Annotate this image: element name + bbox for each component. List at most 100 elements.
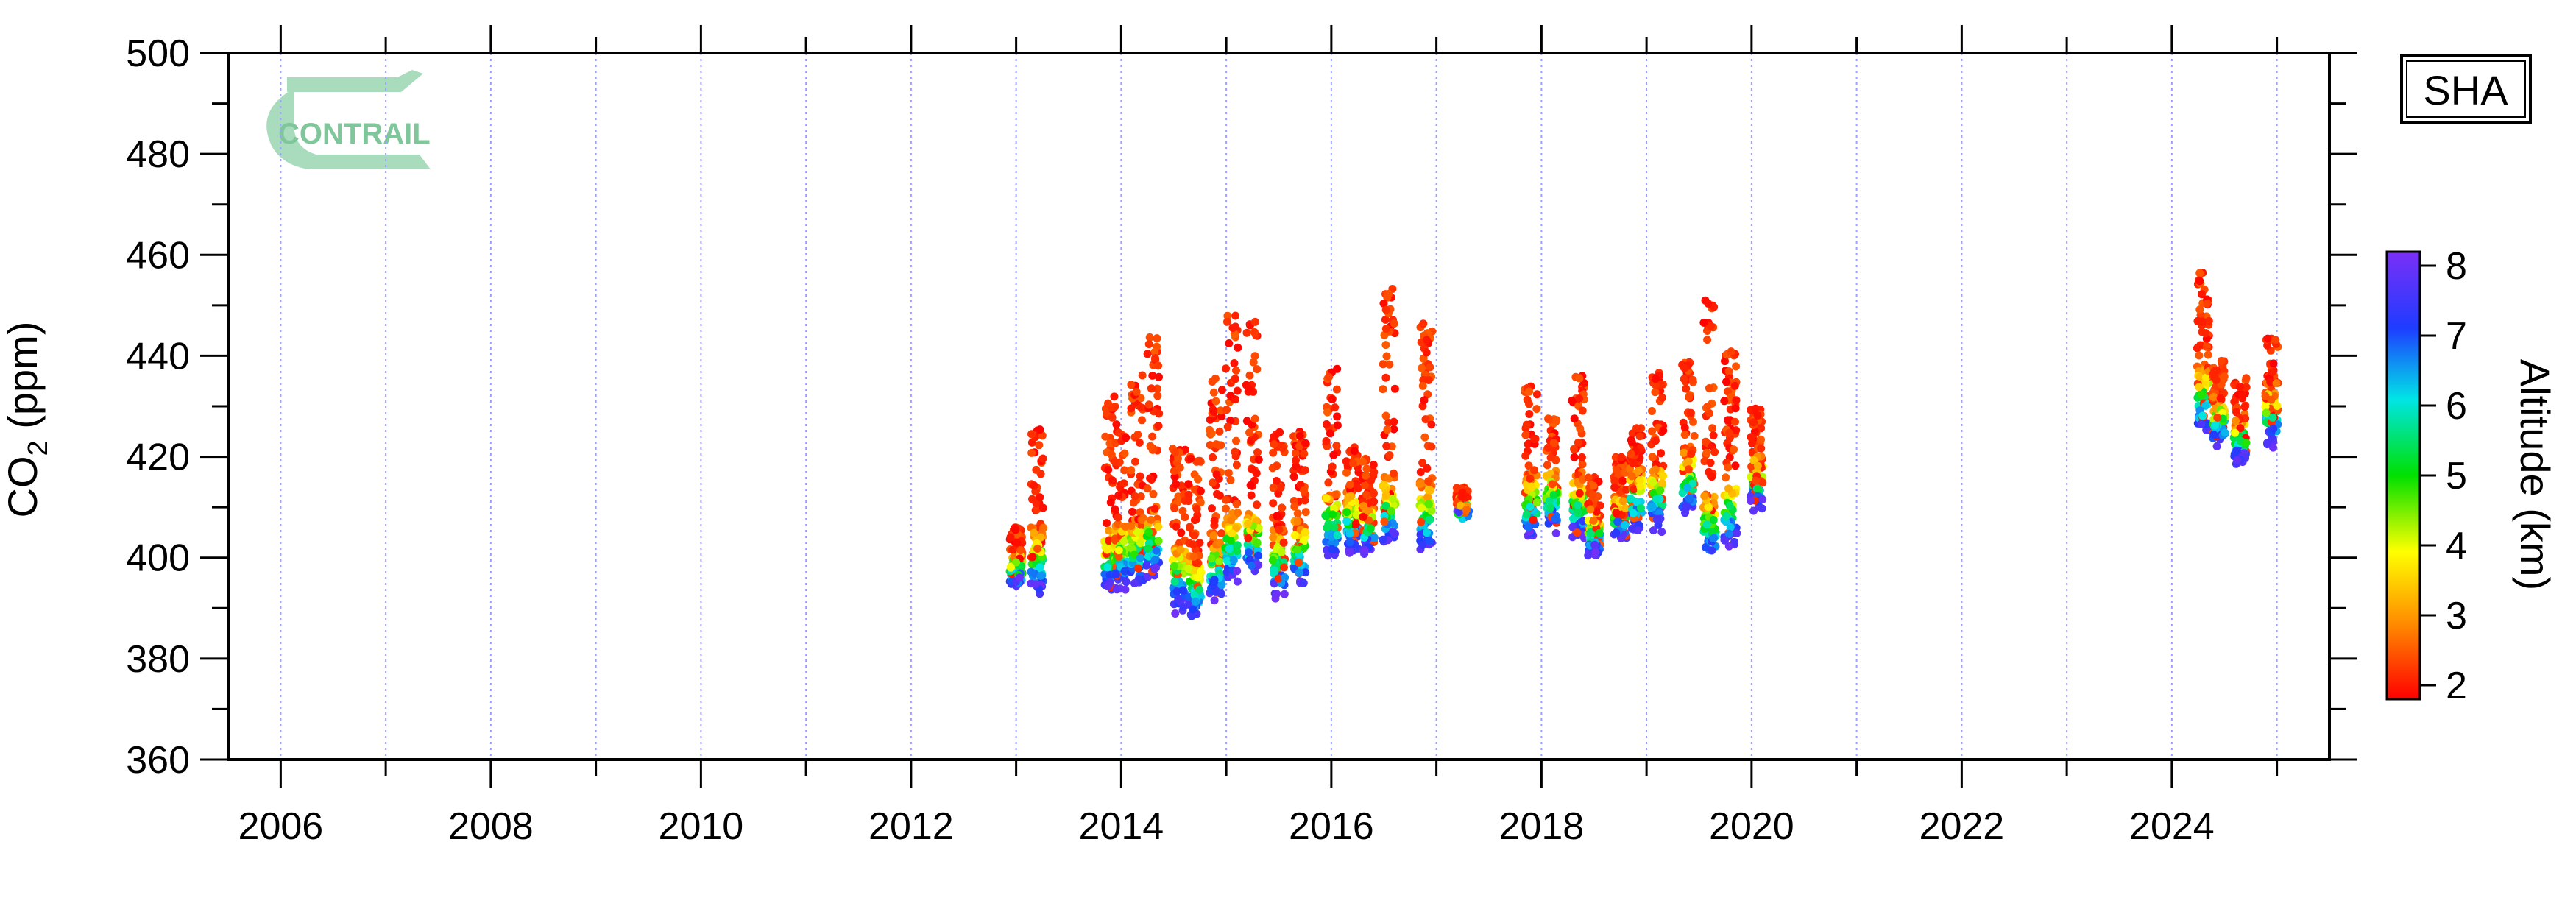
data-point [1207, 554, 1216, 563]
data-point [1725, 501, 1734, 510]
data-point [1119, 479, 1128, 488]
data-point [1733, 529, 1741, 537]
data-point [1362, 490, 1370, 499]
data-point [1530, 435, 1539, 444]
data-point [1233, 577, 1242, 586]
data-point [1144, 400, 1153, 409]
data-point [1038, 571, 1047, 580]
data-point [1030, 528, 1038, 537]
x-tick-label: 2022 [1919, 805, 2005, 848]
data-point [1194, 475, 1203, 484]
data-point [1154, 422, 1163, 431]
data-point [1722, 378, 1730, 386]
data-point [1629, 459, 1638, 467]
data-point [1366, 524, 1375, 533]
data-point [1706, 322, 1715, 330]
data-point [1699, 318, 1708, 327]
data-point [2209, 369, 2218, 378]
data-point [1170, 503, 1179, 512]
data-point [1233, 541, 1242, 550]
data-point [1232, 461, 1241, 470]
data-point [1749, 456, 1758, 464]
data-point [1253, 448, 1262, 457]
data-point [1570, 445, 1579, 453]
data-point [1012, 558, 1021, 567]
data-point [1103, 563, 1112, 572]
data-point [1210, 517, 1219, 526]
data-point [1222, 495, 1231, 504]
data-point [1747, 497, 1755, 505]
data-point [1424, 376, 1433, 384]
data-point [1757, 435, 1765, 444]
data-point [1586, 505, 1595, 514]
data-point [1345, 548, 1354, 557]
data-point [1147, 515, 1156, 524]
data-point [1753, 484, 1762, 493]
data-point [1637, 503, 1645, 512]
data-point [1295, 568, 1303, 577]
data-point [1532, 405, 1541, 414]
data-point [1290, 531, 1299, 539]
data-point [1379, 481, 1387, 490]
data-point [1197, 567, 1205, 576]
data-point [2201, 329, 2210, 338]
data-point [1381, 411, 1390, 420]
data-point [1226, 417, 1235, 425]
data-point [1131, 457, 1139, 466]
data-point [1280, 563, 1288, 572]
data-point [1135, 438, 1144, 447]
data-point [1427, 506, 1436, 515]
data-point [1150, 504, 1159, 513]
data-point [1610, 476, 1619, 485]
data-point [1250, 317, 1259, 326]
data-point [1322, 420, 1331, 428]
axes-frame [200, 25, 2357, 788]
data-point [1722, 512, 1730, 520]
data-point [1416, 468, 1425, 476]
data-point [1574, 438, 1582, 447]
data-point [2216, 394, 2225, 403]
data-point [1568, 523, 1577, 531]
data-point [1457, 492, 1466, 500]
data-point [1331, 403, 1340, 412]
data-point [1359, 502, 1368, 511]
data-point [1295, 431, 1304, 440]
data-point [1680, 431, 1689, 439]
data-point [1416, 530, 1425, 539]
data-point [1330, 523, 1339, 531]
data-point [1274, 574, 1283, 583]
data-point [1173, 454, 1182, 463]
data-point [1749, 418, 1758, 427]
data-point [2266, 378, 2275, 386]
data-point [1110, 392, 1119, 401]
data-point [1657, 449, 1666, 458]
data-point [1168, 556, 1177, 565]
data-point [1390, 417, 1398, 426]
x-tick-label: 2016 [1289, 805, 1374, 848]
data-point [1133, 431, 1142, 439]
data-point [1544, 415, 1553, 424]
data-point [1278, 503, 1287, 512]
data-point [1627, 450, 1635, 459]
data-point [1419, 319, 1428, 328]
data-point [1300, 449, 1309, 458]
data-point [1753, 461, 1762, 470]
data-point [1105, 578, 1114, 587]
data-point [1359, 512, 1367, 521]
data-point [1209, 531, 1218, 540]
data-point [1027, 430, 1036, 439]
data-point [1154, 361, 1163, 370]
data-point [1570, 414, 1579, 423]
data-point [1552, 416, 1561, 425]
data-point [1329, 450, 1338, 459]
data-point [2203, 299, 2212, 308]
data-point [1419, 354, 1428, 363]
data-point [1685, 494, 1694, 503]
logo-text: CONTRAIL [278, 118, 431, 150]
data-point [2204, 350, 2212, 359]
data-point [2198, 290, 2206, 299]
data-point [1731, 461, 1740, 470]
data-point [1731, 417, 1739, 426]
data-point [1651, 381, 1660, 389]
data-point [1573, 528, 1582, 537]
